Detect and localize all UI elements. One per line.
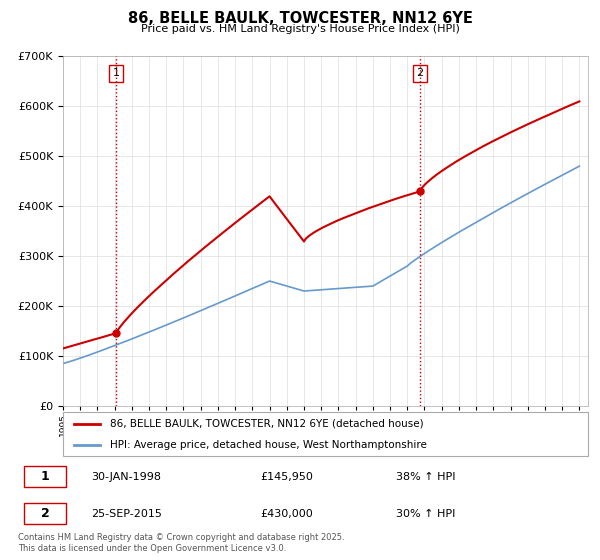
Text: 25-SEP-2015: 25-SEP-2015: [91, 509, 162, 519]
Text: 2: 2: [416, 68, 424, 78]
Text: 86, BELLE BAULK, TOWCESTER, NN12 6YE (detached house): 86, BELLE BAULK, TOWCESTER, NN12 6YE (de…: [110, 419, 424, 429]
Text: 38% ↑ HPI: 38% ↑ HPI: [396, 472, 455, 482]
FancyBboxPatch shape: [23, 503, 66, 524]
Text: 1: 1: [113, 68, 119, 78]
Text: HPI: Average price, detached house, West Northamptonshire: HPI: Average price, detached house, West…: [110, 440, 427, 450]
Text: £145,950: £145,950: [260, 472, 313, 482]
Text: 1: 1: [41, 470, 49, 483]
FancyBboxPatch shape: [23, 466, 66, 487]
Text: 86, BELLE BAULK, TOWCESTER, NN12 6YE: 86, BELLE BAULK, TOWCESTER, NN12 6YE: [128, 11, 472, 26]
FancyBboxPatch shape: [63, 412, 588, 456]
Text: £430,000: £430,000: [260, 509, 313, 519]
Text: 2: 2: [41, 507, 49, 520]
Text: Price paid vs. HM Land Registry's House Price Index (HPI): Price paid vs. HM Land Registry's House …: [140, 24, 460, 34]
Text: 30-JAN-1998: 30-JAN-1998: [91, 472, 161, 482]
Text: 30% ↑ HPI: 30% ↑ HPI: [396, 509, 455, 519]
Text: Contains HM Land Registry data © Crown copyright and database right 2025.
This d: Contains HM Land Registry data © Crown c…: [18, 533, 344, 553]
